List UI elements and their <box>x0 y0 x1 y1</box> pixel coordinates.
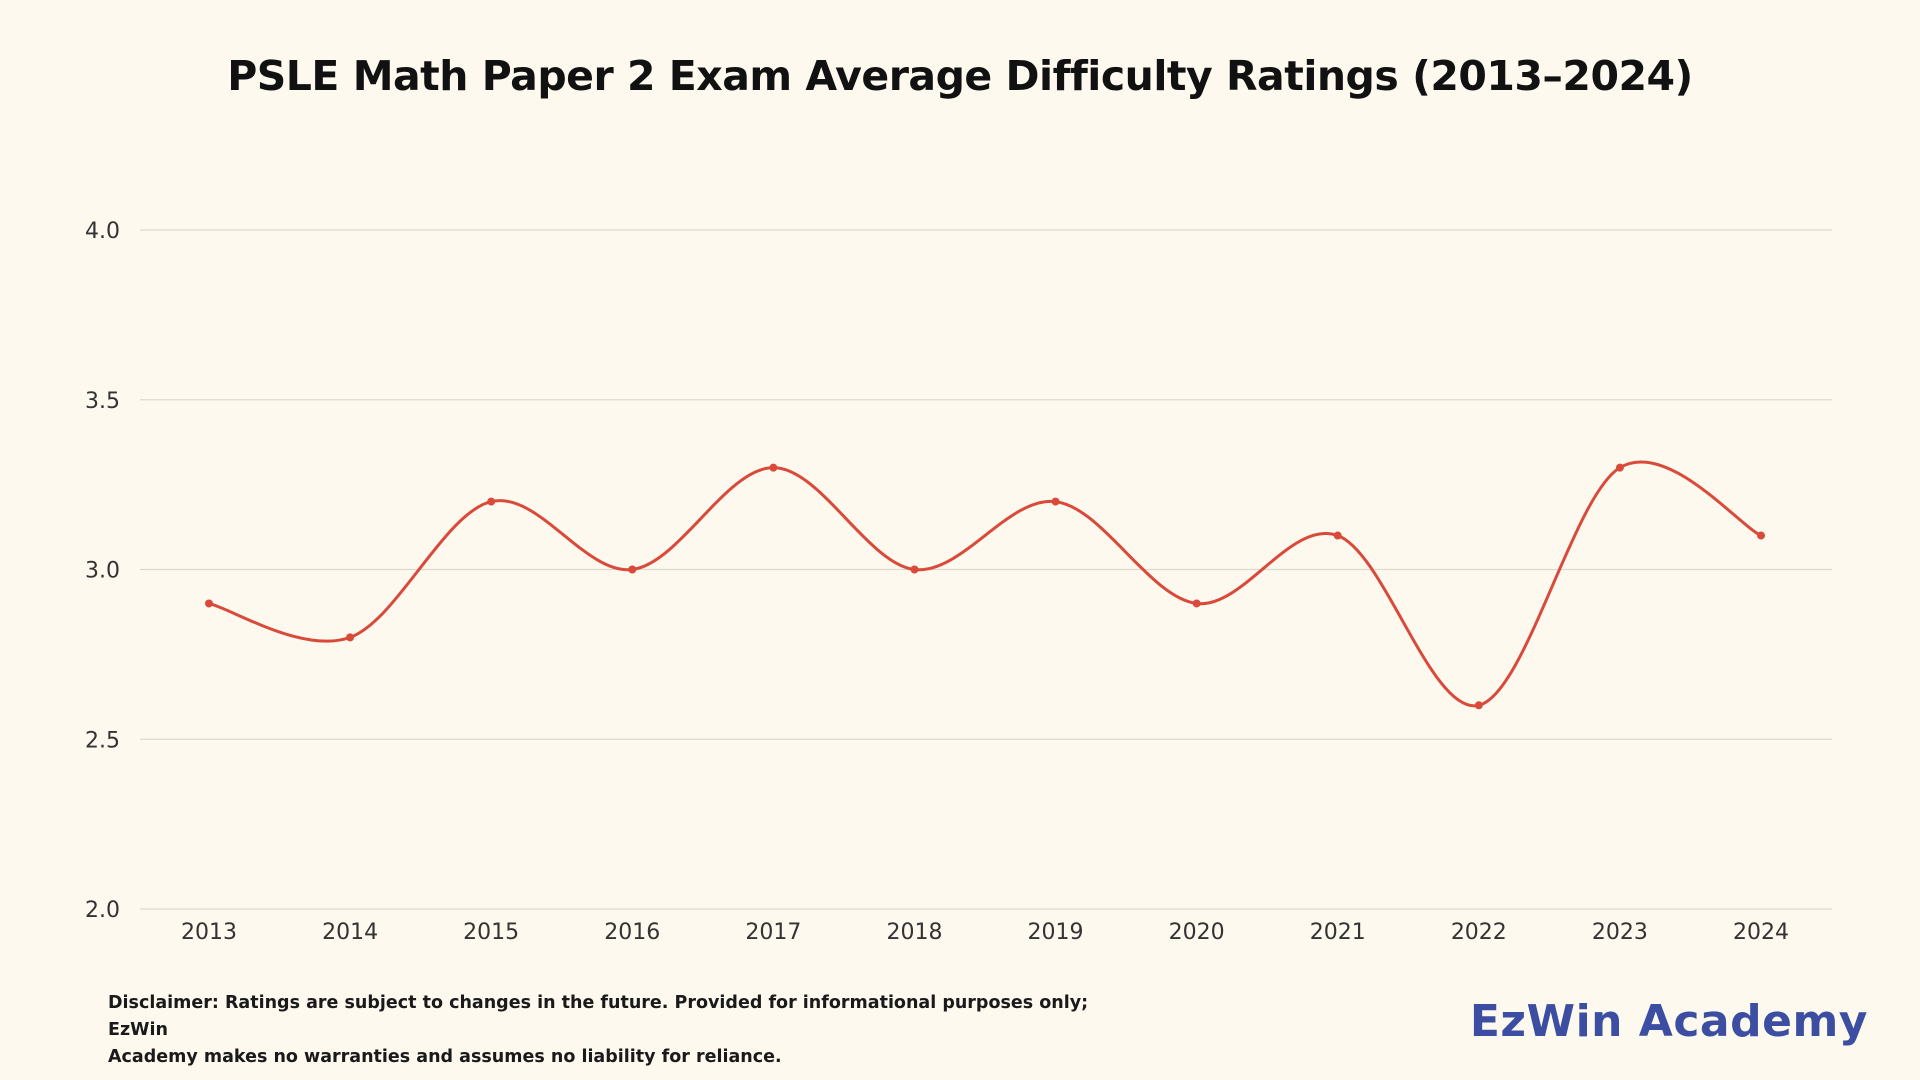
y-tick-label-4.0: 4.0 <box>85 219 120 244</box>
x-tick-label-2017: 2017 <box>745 920 801 945</box>
x-tick-label-2016: 2016 <box>604 920 660 945</box>
y-tick-label-2.0: 2.0 <box>85 898 120 923</box>
y-tick-label-3.0: 3.0 <box>85 559 120 584</box>
y-tick-label-3.5: 3.5 <box>85 389 120 414</box>
x-tick-label-2023: 2023 <box>1592 920 1648 945</box>
y-tick-label-2.5: 2.5 <box>85 728 120 753</box>
data-point-2013 <box>205 599 213 608</box>
data-point-2019 <box>1051 497 1060 506</box>
ezwin-academy-logo: EzWin Academy <box>1469 996 1868 1047</box>
series-layer <box>205 460 1765 710</box>
chart-title: PSLE Math Paper 2 Exam Average Difficult… <box>227 52 1693 100</box>
disclaimer-line-2: Academy makes no warranties and assumes … <box>108 1047 782 1067</box>
data-point-2017 <box>769 463 778 472</box>
x-tick-label-2021: 2021 <box>1310 920 1366 945</box>
grid-lines <box>140 229 1832 910</box>
x-axis-tick-labels: 2013 2014 2015 2016 2017 2018 2019 2020 2021 2022… <box>181 920 1789 945</box>
data-point-2015 <box>487 497 496 506</box>
disclaimer-text: Disclaimer: Ratings are subject to chang… <box>108 990 1128 1071</box>
data-point-2014 <box>346 633 355 642</box>
x-tick-label-2019: 2019 <box>1028 920 1084 945</box>
data-point-2021 <box>1333 531 1342 540</box>
x-tick-label-2015: 2015 <box>463 920 519 945</box>
data-point-2020 <box>1192 599 1201 608</box>
series-line-0 <box>207 460 1763 708</box>
x-tick-label-2018: 2018 <box>886 920 942 945</box>
data-point-2022 <box>1474 701 1483 710</box>
data-point-2023 <box>1615 463 1624 472</box>
data-point-2024 <box>1757 531 1765 540</box>
x-tick-label-2014: 2014 <box>322 920 378 945</box>
y-axis-tick-labels: 2.0 2.5 3.0 3.5 4.0 <box>85 219 120 923</box>
x-tick-label-2013: 2013 <box>181 920 237 945</box>
x-tick-label-2020: 2020 <box>1169 920 1225 945</box>
x-tick-label-2022: 2022 <box>1451 920 1507 945</box>
data-point-2018 <box>910 565 919 574</box>
data-point-2016 <box>628 565 637 574</box>
disclaimer-line-1: Disclaimer: Ratings are subject to chang… <box>108 993 1089 1040</box>
x-tick-label-2024: 2024 <box>1733 920 1789 945</box>
